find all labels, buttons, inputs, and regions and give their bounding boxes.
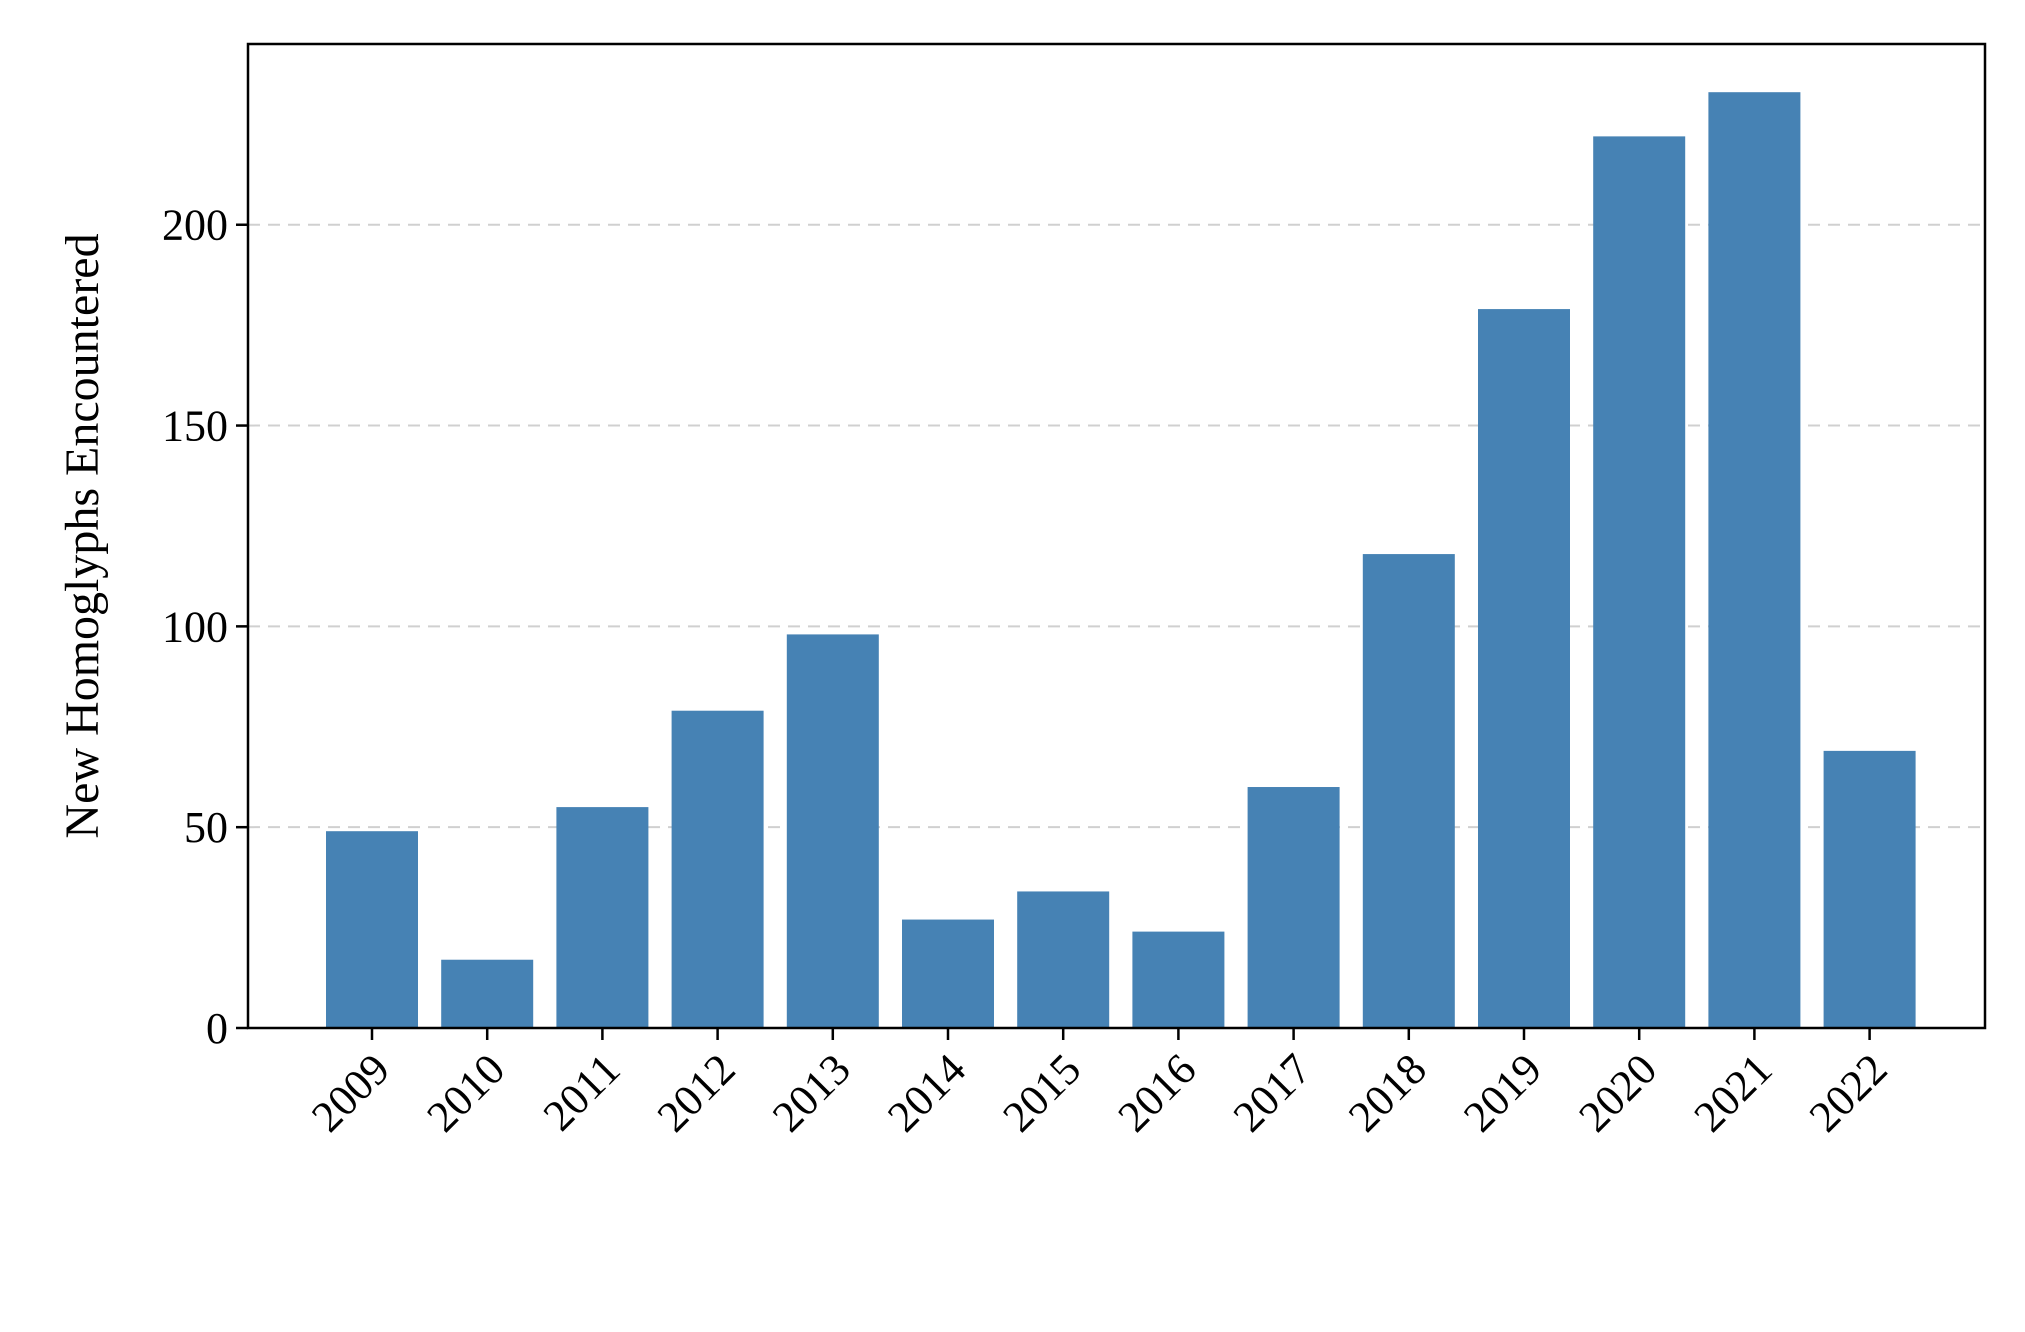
bar-2016 xyxy=(1132,931,1225,1028)
y-tick-label-150: 150 xyxy=(162,402,228,451)
bar-2020 xyxy=(1593,136,1686,1029)
bar-2021 xyxy=(1708,92,1801,1028)
x-tick-label-2012: 2012 xyxy=(648,1044,745,1141)
x-tick-label-2017: 2017 xyxy=(1224,1044,1321,1141)
bar-2010 xyxy=(441,959,534,1028)
x-tick-label-2022: 2022 xyxy=(1800,1044,1897,1141)
bar-2017 xyxy=(1247,787,1340,1028)
y-axis-label: New Homoglyphs Encountered xyxy=(56,233,109,838)
x-tick-label-2019: 2019 xyxy=(1454,1044,1551,1141)
grid-lines xyxy=(248,223,1985,829)
y-tick-label-50: 50 xyxy=(184,803,228,852)
x-tick-label-2009: 2009 xyxy=(302,1044,399,1141)
bar-2018 xyxy=(1362,554,1455,1028)
y-tick-label-200: 200 xyxy=(162,201,228,250)
bars xyxy=(326,92,1916,1029)
x-tick-label-2014: 2014 xyxy=(878,1044,975,1141)
bar-2019 xyxy=(1478,309,1570,1029)
bar-2011 xyxy=(556,807,649,1028)
x-tick-label-2021: 2021 xyxy=(1685,1044,1782,1141)
x-axis-ticks: 2009 2010 2011 2012 2013 2014 2015 2016 2017 2018… xyxy=(302,1028,1897,1141)
bar-2013 xyxy=(786,634,879,1028)
y-tick-label-0: 0 xyxy=(206,1004,228,1053)
x-tick-label-2011: 2011 xyxy=(534,1044,630,1140)
plot-frame xyxy=(246,42,1987,1030)
x-tick-label-2020: 2020 xyxy=(1569,1044,1666,1141)
x-tick-label-2015: 2015 xyxy=(993,1044,1090,1141)
x-tick-label-2013: 2013 xyxy=(763,1044,860,1141)
x-tick-label-2018: 2018 xyxy=(1339,1044,1436,1141)
bar-2012 xyxy=(671,710,764,1028)
y-tick-label-100: 100 xyxy=(162,602,228,651)
x-tick-label-2010: 2010 xyxy=(417,1044,514,1141)
bar-2014 xyxy=(902,919,994,1028)
bar-2015 xyxy=(1017,891,1110,1028)
bar-2009 xyxy=(326,831,418,1028)
x-tick-label-2016: 2016 xyxy=(1109,1044,1206,1141)
y-axis-ticks: 0 50 100 150 200 xyxy=(162,201,248,1053)
bar-2022 xyxy=(1823,750,1916,1028)
